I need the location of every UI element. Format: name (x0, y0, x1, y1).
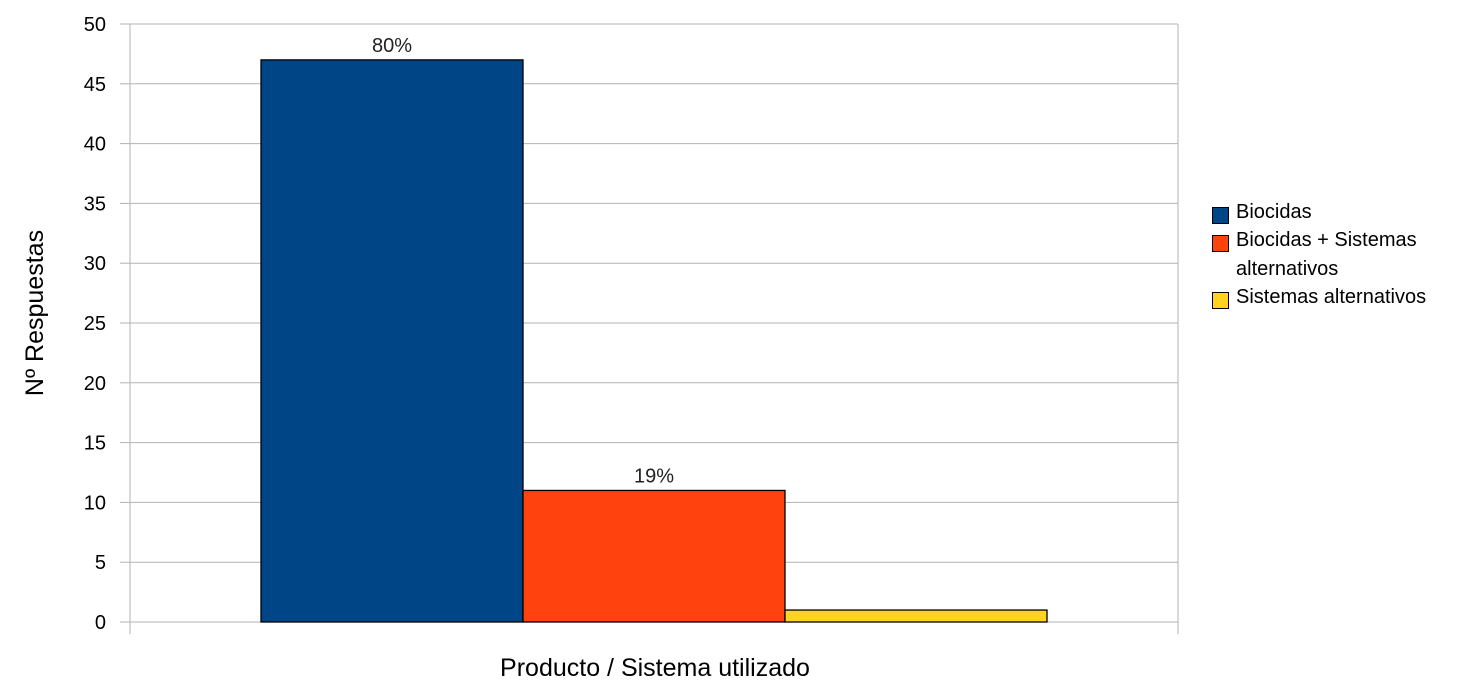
legend-label: Biocidas (1236, 201, 1312, 223)
legend-label: Biocidas + Sistemas alternativos (1236, 229, 1417, 280)
y-tick-label: 20 (84, 373, 106, 395)
y-tick-label: 25 (84, 313, 106, 335)
bar-biocidas-sistemas-alternativos (522, 489, 786, 623)
legend-swatch (1212, 292, 1229, 309)
legend-item: Biocidas + Sistemas alternativos (1212, 229, 1474, 284)
legend-label: Sistemas alternativos (1236, 286, 1427, 308)
y-tick-label: 40 (84, 134, 106, 156)
data-labels: 80% 19% (372, 35, 674, 488)
legend-swatch (1212, 207, 1229, 224)
y-tick-label: 15 (84, 433, 106, 455)
legend-item: Biocidas (1212, 201, 1474, 227)
y-tick-labels: 0 5 10 15 20 25 30 35 40 45 50 (84, 14, 106, 634)
y-tick-label: 50 (84, 14, 106, 36)
x-axis-title: Producto / Sistema utilizado (500, 654, 810, 681)
bar-biocidas (260, 59, 524, 623)
y-tick-label: 5 (95, 552, 106, 574)
y-tick-label: 35 (84, 193, 106, 215)
legend-item: Sistemas alternativos (1212, 286, 1474, 312)
data-label: 19% (634, 465, 674, 487)
y-tick-label: 10 (84, 492, 106, 514)
y-tick-label: 0 (95, 612, 106, 634)
bar-sistemas-alternativos (784, 609, 1048, 623)
y-tick-label: 30 (84, 253, 106, 275)
data-label: 80% (372, 35, 412, 57)
legend: Biocidas Biocidas + Sistemas alternativos… (1212, 201, 1474, 316)
legend-swatch (1212, 235, 1229, 252)
y-tick-label: 45 (84, 74, 106, 96)
bars (260, 59, 1048, 623)
y-axis-title: Nº Respuestas (21, 230, 49, 396)
